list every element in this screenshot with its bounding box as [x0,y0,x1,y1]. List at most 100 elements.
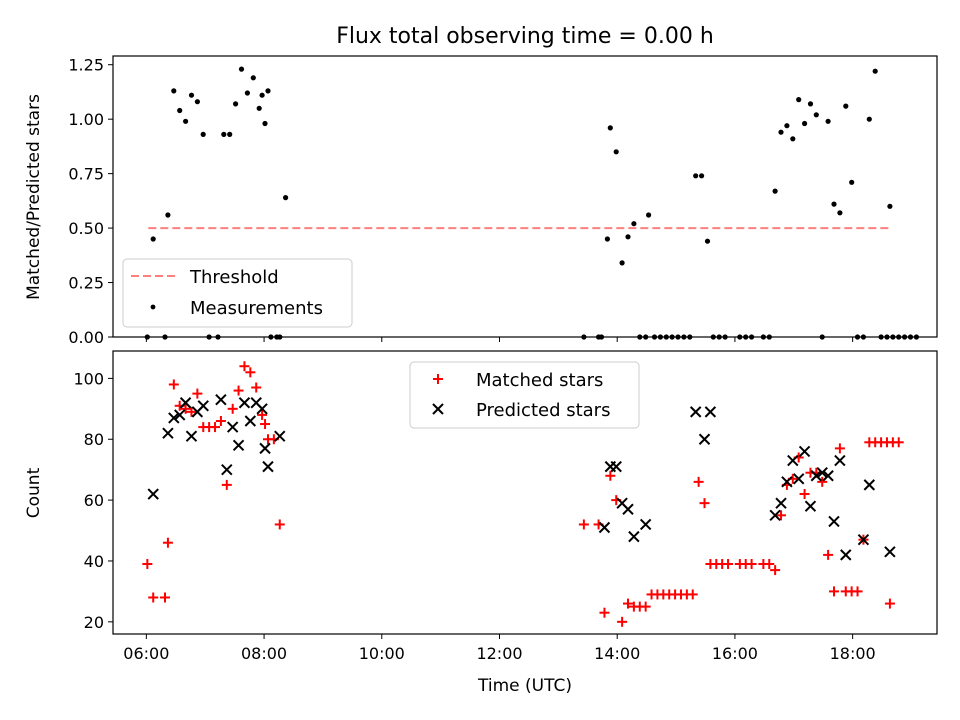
matched-star-point [215,415,226,426]
x-tick-label: 18:00 [830,644,876,663]
measurement-point [849,179,855,185]
ratio-legend-box [122,258,353,328]
predicted-star-point [598,521,611,534]
matched-star-point [605,470,616,481]
matched-star-point [257,409,268,420]
ratio-plot-area [144,66,920,340]
matched-star-point [617,616,628,627]
predicted-star-point [689,406,702,418]
matched-star-point [578,519,589,530]
measurement-point [887,203,893,209]
measurement-point [607,125,613,131]
predicted-star-point [179,397,192,409]
predicted-star-point [704,406,717,418]
matched-star-point [764,559,775,570]
matched-star-point [640,601,651,612]
y-tick-label: 20 [84,613,104,632]
predicted-star-point [215,393,227,406]
ratio-legend: Threshold Measurements [122,258,353,328]
matched-star-point [884,598,895,609]
measurement-point [200,131,206,137]
predicted-star-point [147,488,159,500]
measurement-point [188,92,195,98]
matched-star-point [159,592,170,603]
y-tick-label: 0.00 [68,328,104,347]
count-plot-area [142,361,904,627]
predicted-star-point [775,497,787,509]
matched-star-point [142,559,153,570]
measurement-point [807,101,814,107]
matched-star-point [834,443,845,454]
measurement-point [259,92,265,98]
predicted-star-point [259,442,271,455]
predicted-star-point [810,470,823,482]
measurement-point [790,136,796,142]
matched-star-point [623,598,633,609]
x-tick-label: 14:00 [594,644,640,663]
matched-star-point [180,403,191,414]
predicted-star-point [168,412,180,424]
predicted-star-point [162,427,174,439]
predicted-star-point [274,430,286,442]
y-tick-label: 60 [84,491,104,510]
x-tick-label: 06:00 [123,644,169,663]
y-tick-label: 100 [73,369,104,388]
legend-measurements-swatch [150,304,156,310]
matched-star-point [148,592,159,603]
measurement-point [250,75,256,81]
matched-star-point [893,437,904,448]
predicted-star-point [816,467,828,479]
measurement-point [262,120,268,127]
measurement-point [625,234,631,240]
predicted-star-point [622,503,634,515]
predicted-star-point [834,454,846,467]
matched-star-point [776,510,787,521]
predicted-star-point [840,549,852,561]
matched-star-point [245,367,256,378]
measurement-point [704,238,711,244]
matched-star-point [723,559,734,570]
predicted-star-point [226,421,239,433]
predicted-star-point [863,479,876,491]
matched-star-point [186,406,197,417]
matched-star-point [699,498,710,509]
count-legend-box [409,361,640,429]
y-tick-label: 0.50 [68,219,104,238]
measurement-point [843,103,849,109]
matched-star-point [746,559,757,570]
predicted-star-point [781,476,793,488]
predicted-star-point [822,470,834,482]
legend-predicted-swatch [432,403,444,415]
count-axis-ticks: 06:00 08:00 10:00 12:00 14:00 16:00 18:00 20 40 6… [73,369,875,663]
matched-star-point [274,519,285,530]
matched-star-point [799,489,810,500]
ratio-axis-ticks: 0.00 0.25 0.50 0.75 1.00 1.25 [68,56,854,347]
measurement-point [244,90,250,96]
measurement-point [238,66,245,72]
y-tick-label: 0.25 [68,274,104,293]
matched-star-point [770,565,781,576]
ratio-panel: Flux total observing time = 0.00 h Match… [24,24,938,347]
measurement-point [772,188,778,194]
legend-measurements-label: Measurements [190,298,323,319]
predicted-star-point [610,460,622,473]
predicted-star-point [769,509,781,522]
ratio-axes-frame [112,55,938,338]
measurement-point [693,173,699,179]
measurement-point [604,236,611,242]
count-axes-frame [112,350,938,635]
matched-star-point [192,388,203,399]
matched-star-point [817,476,828,487]
matched-star-point [260,419,271,430]
measurement-point [165,212,171,218]
predicted-star-point [787,454,799,467]
count-panel: Count Time (UTC) 06:00 08:00 10:00 12:00 14:… [24,350,938,696]
matched-star-point [233,385,244,396]
count-legend: Matched stars Predicted stars [409,361,640,429]
measurement-point [837,210,843,216]
measurement-point [802,120,808,127]
matched-star-point [829,586,839,597]
predicted-star-point [244,415,257,427]
